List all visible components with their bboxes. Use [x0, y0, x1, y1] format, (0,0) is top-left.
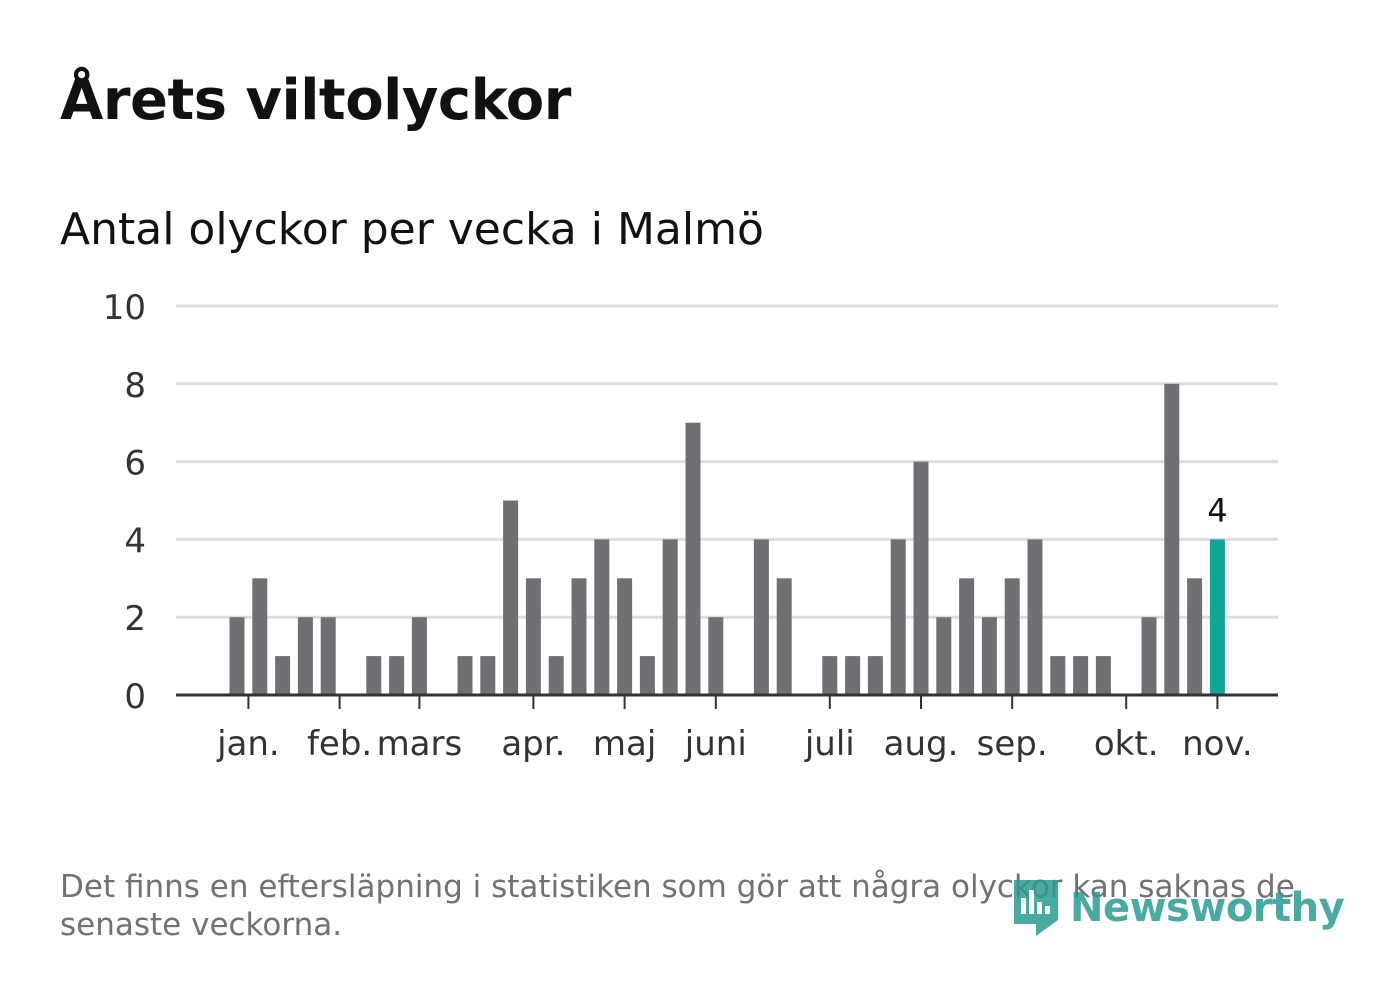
bar [1164, 383, 1180, 695]
chart-subtitle: Antal olyckor per vecka i Malmö [60, 204, 764, 255]
x-tick-label: jan. [216, 724, 280, 764]
bar [1050, 656, 1066, 695]
y-tick-label: 2 [124, 599, 146, 639]
bar [480, 656, 496, 695]
bar [1073, 656, 1089, 695]
bar [981, 617, 997, 695]
bar [525, 578, 541, 695]
bar [411, 617, 427, 695]
y-tick-label: 8 [124, 366, 146, 406]
logo-text: Newsworthy [1070, 885, 1345, 931]
bar-chart: 0 2 4 6 8 10 4 jan. feb. mars apr. maj juni juli aug. s… [103, 288, 1278, 764]
chart-title: Årets viltolyckor [60, 68, 571, 133]
bar [936, 617, 952, 695]
x-tick-label: juni [684, 724, 747, 764]
bar [913, 461, 929, 695]
bar [366, 656, 382, 695]
footnote: Det finns en eftersläpning i statistiken… [60, 869, 1295, 943]
bar [845, 656, 861, 695]
bar [753, 539, 769, 695]
x-tick-label: apr. [501, 724, 565, 764]
bar [275, 656, 291, 695]
bar [1004, 578, 1020, 695]
bar [548, 656, 564, 695]
bar [890, 539, 906, 695]
x-tick-label: feb. [307, 724, 372, 764]
x-tick-label: nov. [1182, 724, 1253, 764]
bar [617, 578, 633, 695]
bar [229, 617, 245, 695]
y-tick-label: 10 [103, 288, 146, 328]
bar [457, 656, 473, 695]
bar [1187, 578, 1203, 695]
y-tick-label: 4 [124, 521, 146, 561]
bar [959, 578, 975, 695]
bar [252, 578, 268, 695]
bar [776, 578, 792, 695]
bar-highlighted [1209, 539, 1225, 695]
bar [662, 539, 678, 695]
y-tick-label: 0 [124, 677, 146, 717]
highlight-data-label: 4 [1207, 491, 1227, 529]
bar [1141, 617, 1157, 695]
bar [1027, 539, 1043, 695]
bar [708, 617, 724, 695]
bar [639, 656, 655, 695]
bar [503, 500, 519, 695]
x-tick-label: aug. [884, 724, 959, 764]
x-tick-label: sep. [977, 724, 1048, 764]
bar [685, 422, 701, 695]
x-tick-label: juli [804, 724, 855, 764]
newsworthy-logo[interactable]: Newsworthy [1010, 876, 1345, 940]
bar [822, 656, 838, 695]
x-tick-label: mars [377, 724, 463, 764]
x-tick-label: maj [593, 724, 656, 764]
bar [297, 617, 313, 695]
bar [594, 539, 610, 695]
bar [867, 656, 883, 695]
newsworthy-logo-icon [1014, 880, 1058, 936]
bar [320, 617, 336, 695]
bar [1095, 656, 1111, 695]
bar [389, 656, 405, 695]
bar [571, 578, 587, 695]
y-tick-label: 6 [124, 444, 146, 484]
x-tick-label: okt. [1094, 724, 1159, 764]
